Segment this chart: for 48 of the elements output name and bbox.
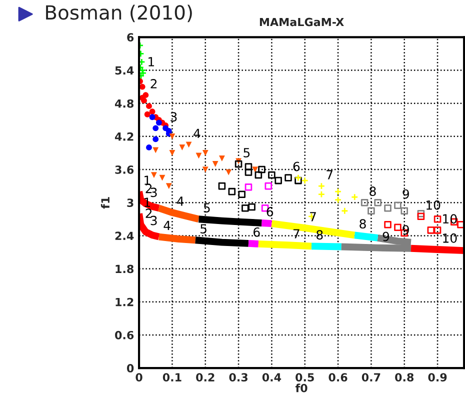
annotation: 8: [370, 186, 376, 196]
annotation: 6: [293, 162, 300, 172]
y-tick-label: 4.8: [114, 99, 134, 108]
annotation: 3: [150, 216, 157, 226]
x-tick-label: 0.6: [328, 373, 348, 382]
x-tick-label: 0.2: [196, 373, 214, 382]
annotation: 8: [360, 219, 366, 229]
annotation: 6: [254, 227, 260, 237]
y-tick-label: 5.4: [115, 66, 134, 75]
x-tick-label: 0.3: [229, 373, 248, 382]
y-tick-label: 3.6: [115, 165, 134, 174]
annotation: 9: [402, 189, 409, 199]
y-tick-label: 3: [127, 198, 134, 207]
y-tick-label: 2.4: [115, 232, 134, 240]
annotation: 10: [443, 233, 457, 243]
x-tick-label: 0.8: [395, 373, 414, 382]
annotation: 10: [443, 214, 457, 224]
annotation: 4: [176, 196, 184, 206]
annotation: 5: [204, 203, 210, 213]
x-tick-label: 0.9: [428, 373, 447, 382]
y-tick-label: 6: [127, 33, 134, 42]
y-tick-label: 0.6: [115, 330, 134, 340]
chart-subtitle: MAMaLGaM-X: [260, 18, 344, 26]
y-tick-label: 1.8: [116, 264, 134, 274]
annotation: 1: [144, 198, 150, 207]
annotation: 5: [244, 148, 250, 158]
annotation: 4: [194, 128, 200, 138]
annotation: 2: [150, 79, 157, 88]
annotation: 3: [150, 188, 157, 198]
annotation: 7: [293, 229, 300, 238]
x-tick-label: 0.5: [296, 373, 314, 382]
x-tick-label: 0.1: [162, 373, 182, 382]
y-tick-label: 0: [126, 364, 134, 372]
y-tick-label: 4.2: [114, 132, 134, 141]
x-tick-label: 0.7: [362, 373, 380, 382]
chart-title: Bosman (2010): [46, 4, 192, 22]
annotation: 2: [146, 208, 152, 218]
annotation: 6: [266, 206, 274, 216]
x-axis-title: f0: [295, 384, 308, 392]
annotation: 7: [326, 170, 333, 180]
annotation: 3: [170, 112, 177, 122]
y-axis-title: f1: [100, 197, 110, 209]
annotation: 1: [148, 57, 154, 66]
annotation: 4: [164, 220, 170, 230]
y-tick-label: 1.2: [116, 298, 134, 306]
x-tick-label: 0.4: [262, 373, 282, 382]
x-tick-label: 0: [136, 373, 142, 382]
annotation: 10: [426, 200, 440, 210]
